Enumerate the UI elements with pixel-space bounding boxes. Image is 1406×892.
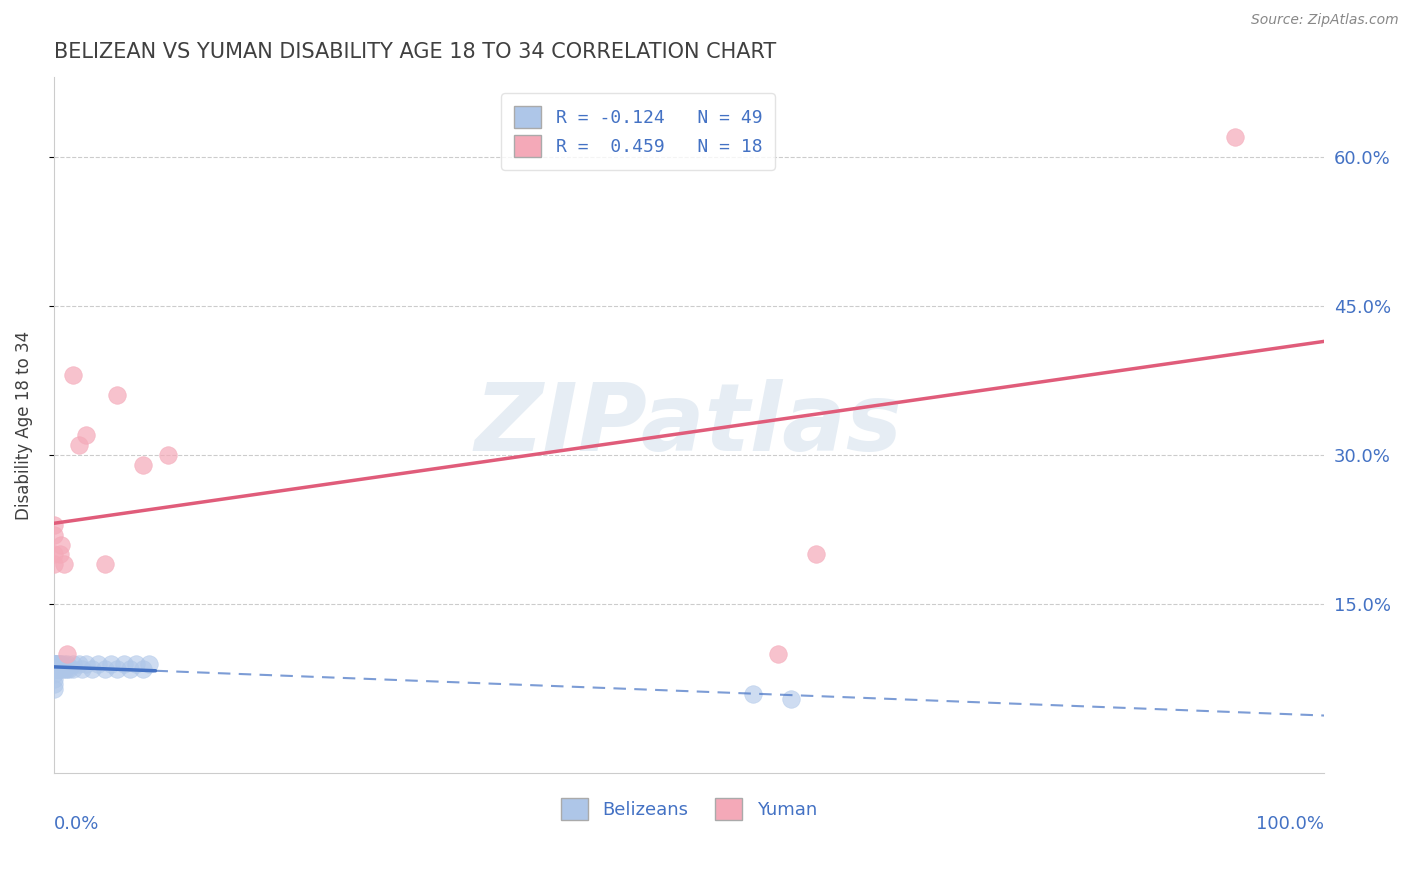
Text: ZIPatlas: ZIPatlas xyxy=(475,379,903,471)
Point xyxy=(52,662,75,676)
Point xyxy=(157,448,180,462)
Legend: Belizeans, Yuman: Belizeans, Yuman xyxy=(554,790,824,827)
Y-axis label: Disability Age 18 to 34: Disability Age 18 to 34 xyxy=(15,331,32,520)
Point xyxy=(53,657,76,671)
Text: BELIZEAN VS YUMAN DISABILITY AGE 18 TO 34 CORRELATION CHART: BELIZEAN VS YUMAN DISABILITY AGE 18 TO 3… xyxy=(53,42,776,62)
Point xyxy=(44,662,66,676)
Point xyxy=(42,657,65,671)
Point xyxy=(42,672,65,686)
Point xyxy=(62,368,84,383)
Point xyxy=(105,388,128,402)
Text: Source: ZipAtlas.com: Source: ZipAtlas.com xyxy=(1251,13,1399,28)
Point xyxy=(51,537,73,551)
Point xyxy=(87,657,110,671)
Point xyxy=(80,662,103,676)
Point xyxy=(100,657,122,671)
Point xyxy=(741,687,763,701)
Point xyxy=(53,558,76,572)
Point xyxy=(779,691,801,706)
Point xyxy=(51,657,73,671)
Point xyxy=(118,662,141,676)
Point xyxy=(46,662,69,676)
Text: 0.0%: 0.0% xyxy=(53,815,100,833)
Point xyxy=(42,517,65,532)
Point xyxy=(75,428,97,442)
Point xyxy=(53,662,76,676)
Point xyxy=(45,657,67,671)
Point xyxy=(42,657,65,671)
Point xyxy=(138,657,160,671)
Point xyxy=(42,657,65,671)
Point xyxy=(804,548,827,562)
Point xyxy=(132,662,155,676)
Point xyxy=(42,662,65,676)
Point xyxy=(49,662,72,676)
Point xyxy=(67,438,90,452)
Point xyxy=(42,666,65,681)
Point xyxy=(42,681,65,696)
Text: 100.0%: 100.0% xyxy=(1256,815,1324,833)
Point xyxy=(42,676,65,690)
Point xyxy=(42,657,65,671)
Point xyxy=(42,662,65,676)
Point xyxy=(49,548,72,562)
Point xyxy=(42,662,65,676)
Point xyxy=(766,647,789,661)
Point xyxy=(44,657,66,671)
Point xyxy=(55,657,77,671)
Point xyxy=(132,458,155,472)
Point xyxy=(105,662,128,676)
Point xyxy=(62,662,84,676)
Point xyxy=(1225,129,1247,144)
Point xyxy=(93,558,115,572)
Point xyxy=(58,662,80,676)
Point xyxy=(42,662,65,676)
Point xyxy=(45,662,67,676)
Point xyxy=(62,657,84,671)
Point xyxy=(93,662,115,676)
Point xyxy=(42,558,65,572)
Point xyxy=(49,657,72,671)
Point xyxy=(42,662,65,676)
Point xyxy=(70,662,93,676)
Point xyxy=(55,647,77,661)
Point xyxy=(44,662,66,676)
Point xyxy=(67,657,90,671)
Point xyxy=(112,657,135,671)
Point xyxy=(42,527,65,541)
Point xyxy=(42,657,65,671)
Point xyxy=(42,548,65,562)
Point xyxy=(75,657,97,671)
Point xyxy=(125,657,148,671)
Point xyxy=(48,657,70,671)
Point xyxy=(55,662,77,676)
Point xyxy=(46,657,69,671)
Point xyxy=(42,657,65,671)
